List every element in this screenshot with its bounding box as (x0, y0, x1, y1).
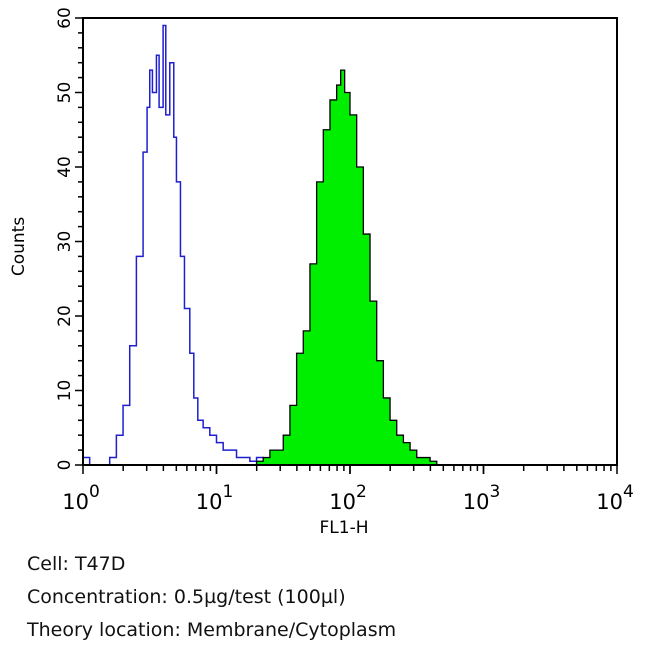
y-tick-label: 20 (55, 305, 75, 327)
y-tick-label: 30 (55, 231, 75, 253)
x-tick-exponent: 4 (623, 482, 634, 502)
caption-concentration: Concentration: 0.5µg/test (100µl) (27, 586, 346, 608)
x-axis-label: FL1-H (320, 518, 369, 538)
series-0-outline-histogram (82, 24, 264, 466)
y-tick-label: 60 (55, 7, 75, 29)
x-tick-label-4: 104 (596, 482, 634, 514)
y-tick-label: 10 (55, 380, 75, 402)
y-tick-label: 40 (55, 156, 75, 178)
y-axis-label: Counts (9, 217, 29, 276)
y-tick-label: 0 (55, 460, 75, 471)
x-tick-label-1: 101 (196, 482, 234, 514)
x-tick-exponent: 1 (222, 482, 233, 502)
x-tick-exponent: 2 (356, 482, 367, 502)
x-tick-label-3: 103 (463, 482, 501, 514)
x-tick-exponent: 0 (89, 482, 100, 502)
x-tick-exponent: 3 (489, 482, 500, 502)
caption-cell: Cell: T47D (27, 553, 126, 575)
series-1-filled-histogram (255, 69, 438, 466)
caption-location: Theory location: Membrane/Cytoplasm (27, 619, 397, 641)
x-tick-label-0: 100 (62, 482, 100, 514)
x-tick-label-2: 102 (329, 482, 367, 514)
y-tick-label: 50 (55, 82, 75, 104)
